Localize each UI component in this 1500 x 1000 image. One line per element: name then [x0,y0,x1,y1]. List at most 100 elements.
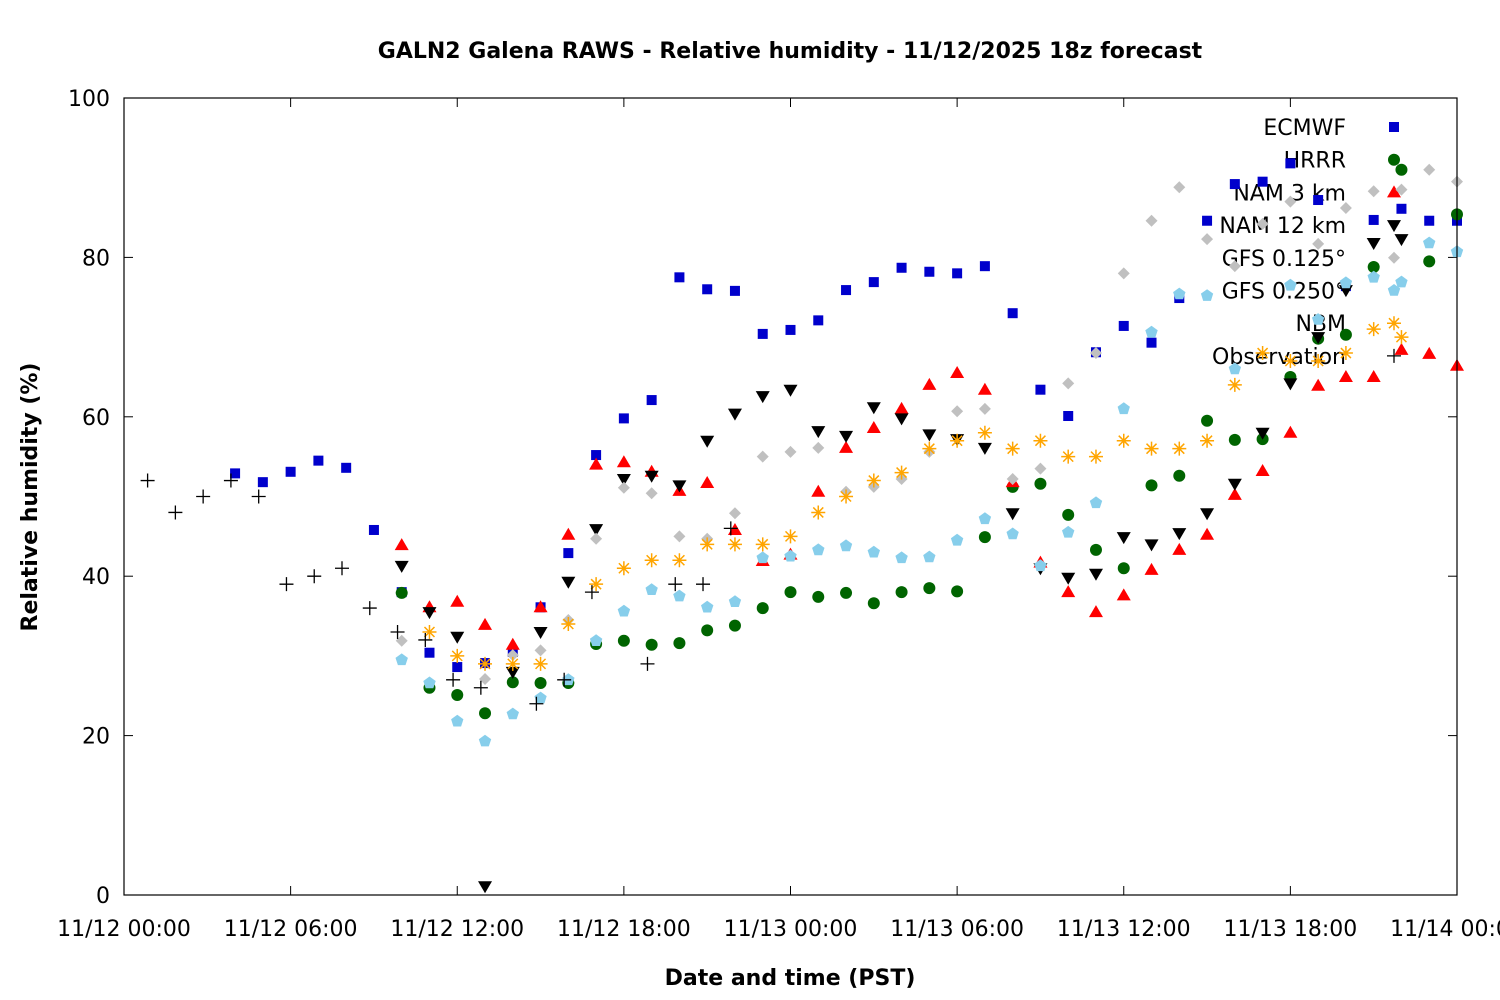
data-point [895,551,908,564]
data-point [1312,237,1325,250]
data-point [584,585,599,600]
data-point [418,632,433,647]
y-tick-label: 80 [82,246,110,271]
x-tick-label: 11/12 00:00 [57,917,191,942]
data-point [1063,411,1074,422]
data-point [645,583,658,595]
data-point [1117,267,1130,280]
data-point [1005,508,1020,521]
data-point [478,881,493,894]
data-point [1088,605,1103,618]
data-point [394,560,409,573]
legend-label: GFS 0.250° [1222,280,1346,305]
data-point [223,473,238,488]
data-point [617,634,630,647]
data-point [1423,236,1436,249]
data-point [251,489,266,504]
data-point [1423,163,1436,176]
data-point [1395,183,1408,196]
data-point [362,601,377,616]
y-tick-label: 40 [82,565,110,590]
data-point [534,691,547,704]
data-point [534,644,547,657]
data-point [1257,176,1268,187]
data-point [307,569,322,584]
x-tick-label: 11/13 18:00 [1223,917,1357,942]
data-point [478,617,493,630]
data-point [1227,487,1242,500]
data-point [783,529,798,544]
data-point [784,445,797,458]
data-point [1006,472,1019,485]
x-tick-label: 11/12 12:00 [390,917,524,942]
data-point [646,395,657,406]
data-point [505,656,520,671]
data-point [977,442,992,455]
data-point [368,524,379,535]
data-point [922,429,937,442]
data-point [812,590,825,603]
data-point [727,537,742,552]
data-point [1227,377,1242,392]
data-point [395,653,408,666]
data-point [1144,441,1159,456]
data-point [673,589,686,602]
data-point [1256,217,1269,230]
data-point [1088,568,1103,581]
data-point [1173,287,1186,300]
data-point [894,413,909,426]
data-point [1005,441,1020,456]
legend-label: ECMWF [1263,116,1346,141]
data-point [1201,414,1214,427]
data-point [784,549,797,562]
data-point [140,473,155,488]
data-point [1422,346,1437,359]
data-point [723,521,738,536]
data-point [1285,158,1296,169]
data-point [616,455,631,468]
data-point [701,624,714,637]
data-point [561,527,576,540]
data-point [561,617,576,632]
data-point [1089,496,1103,509]
x-tick-label: 11/13 06:00 [890,917,1024,942]
data-point [840,586,853,599]
data-point [640,656,655,671]
data-point [1366,322,1381,337]
data-point [729,285,740,296]
data-point [1116,532,1131,545]
data-point [1117,562,1130,575]
data-point [1284,195,1297,208]
data-point [1367,270,1380,283]
data-point [866,420,881,433]
x-tick-label: 11/13 00:00 [724,917,858,942]
data-point [1146,337,1157,348]
data-point [1313,195,1324,206]
data-point [1200,527,1215,540]
chart-title: GALN2 Galena RAWS - Relative humidity - … [378,39,1203,64]
data-point [645,638,658,651]
data-point [452,662,463,673]
data-point [422,624,437,639]
data-point [168,505,183,520]
data-point [1034,559,1047,572]
data-point [1145,325,1158,338]
data-point [978,531,991,544]
data-point [977,382,992,395]
legend-triangle-down-icon [1387,220,1401,233]
data-point [506,649,519,662]
data-point [672,553,687,568]
data-point [1202,215,1213,226]
data-point [1368,214,1379,225]
data-point [896,262,907,273]
data-point [196,489,211,504]
data-point [1255,346,1270,361]
series-observation [140,473,738,711]
data-point [424,647,435,658]
data-point [1283,354,1298,369]
legend-label: NAM 12 km [1219,214,1346,239]
data-point [673,637,686,650]
data-point [668,577,683,592]
data-point [1061,572,1076,585]
